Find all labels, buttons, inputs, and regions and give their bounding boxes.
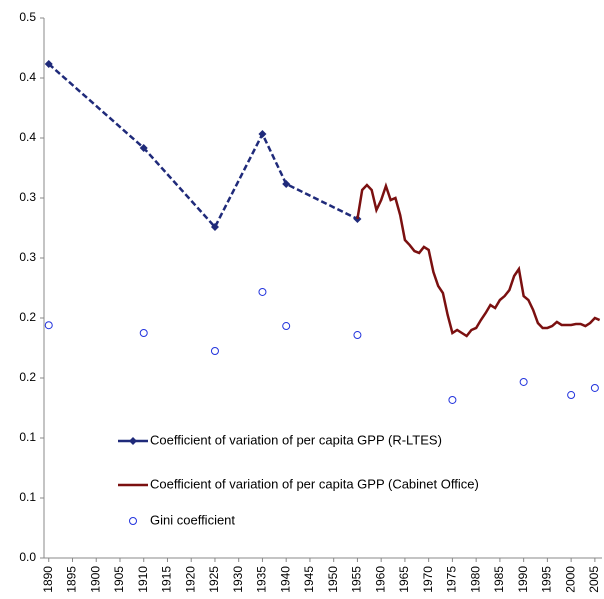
x-tick-label: 1925 [207,566,221,593]
point [258,130,267,139]
x-tick-label: 1980 [468,566,482,593]
point [44,59,53,68]
x-tick-label: 1920 [183,566,197,593]
point [139,143,148,152]
y-tick-label: 0.2 [19,310,36,324]
legend-label: Gini coefficient [150,512,235,527]
point [567,391,576,400]
x-tick-label: 1935 [255,566,269,593]
point [139,329,148,337]
y-tick-label: 0.2 [19,370,36,384]
x-tick-label: 1905 [112,566,126,593]
legend-label: Coefficient of variation of per capita G… [150,432,442,447]
x-tick-label: 1950 [326,566,340,593]
x-tick-label: 1915 [160,566,174,593]
x-tick-label: 1960 [373,566,387,593]
x-tick-label: 1995 [540,566,554,593]
x-tick-label: 1895 [65,566,79,593]
x-tick-label: 1970 [421,566,435,593]
point [44,321,53,330]
y-tick-label: 0.4 [19,70,36,84]
point [448,395,457,404]
y-tick-label: 0.0 [19,550,36,564]
y-tick-label: 0.5 [19,10,36,24]
legend-label: Coefficient of variation of per capita G… [150,476,479,491]
point [258,287,267,296]
point [282,179,291,188]
x-tick-label: 2000 [563,566,577,593]
y-tick-label: 0.4 [19,130,36,144]
legend-marker [129,437,137,445]
x-tick-label: 1910 [136,566,150,593]
point [519,377,528,386]
x-tick-label: 1985 [492,566,506,593]
y-tick-label: 0.1 [19,490,36,504]
point [590,383,599,392]
y-tick-label: 0.1 [19,430,36,444]
point [210,223,219,232]
point [210,347,219,355]
point [353,331,362,340]
x-tick-label: 1890 [41,566,55,593]
series-line [356,182,601,338]
series-line [47,63,358,230]
y-tick-label: 0.3 [19,190,36,204]
point [282,322,291,331]
x-tick-label: 2005 [587,566,601,593]
x-tick-label: 1945 [302,566,316,593]
x-tick-label: 1900 [88,566,102,593]
x-tick-label: 1975 [445,566,459,593]
x-tick-label: 1930 [231,566,245,593]
x-tick-label: 1965 [397,566,411,593]
x-tick-label: 1990 [516,566,530,593]
legend-marker [129,517,137,525]
y-tick-label: 0.3 [19,250,36,264]
x-tick-label: 1940 [278,566,292,593]
x-tick-label: 1955 [350,566,364,593]
